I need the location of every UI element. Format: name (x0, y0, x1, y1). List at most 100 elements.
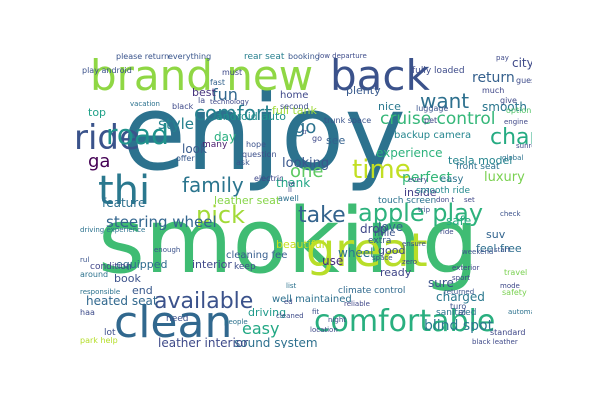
word-lot: lot (104, 328, 116, 338)
word-safety: safety (502, 288, 527, 297)
word-reliable: reliable (344, 300, 370, 308)
word-road: road (106, 118, 169, 151)
word-rul: rul (80, 256, 90, 264)
word-see: see (326, 134, 346, 147)
word-second: second (280, 102, 309, 111)
word-touch-screen: touch screen (378, 196, 437, 206)
word-give: give (500, 96, 517, 105)
word-back: back (330, 51, 430, 100)
word-clean: clean (114, 297, 233, 348)
word-take: take (298, 203, 346, 228)
word-interior: interior (192, 258, 232, 271)
word-easy-2: easy (440, 174, 464, 185)
word-everything: everything (168, 52, 212, 61)
word-blind-spot: blind spot (424, 318, 494, 334)
word-perfect: perfect (402, 170, 452, 186)
word-travel: travel (504, 268, 528, 277)
word-enjoy: enjoy (122, 72, 406, 194)
word-sure: sure (428, 276, 454, 290)
word-easy: easy (242, 319, 280, 338)
word-trunk-space: trunk space (324, 116, 372, 125)
word-must: must (222, 68, 243, 77)
word-sound-system: sound system (234, 336, 318, 348)
word-want: want (420, 89, 470, 113)
word-comfortable: comfortable (314, 304, 496, 339)
word-much: much (482, 86, 505, 95)
word-pet: pet (424, 116, 438, 125)
word-front-seat: front seat (456, 162, 500, 172)
word-drop: drop (360, 222, 388, 236)
word-equipped: equipped (116, 258, 168, 271)
word-low-departure: low departure (318, 52, 367, 60)
word-driving: driving (248, 306, 287, 319)
word-charged: charged (436, 290, 485, 304)
word-smoking: smoking (98, 189, 479, 294)
word-ride: ride (76, 118, 140, 158)
word-day: day (214, 130, 237, 144)
word-many: many (202, 140, 228, 150)
word-leather-interior: leather interior (158, 336, 249, 348)
word-sport: sport (452, 274, 470, 282)
word-heated-seat: heated seat (86, 294, 158, 308)
word-pick: pick (196, 201, 245, 229)
word-ready: ready (380, 266, 412, 279)
word-city: city (512, 56, 532, 70)
word-android-auto: android auto (216, 110, 286, 123)
word-cleaned: cleaned (276, 312, 304, 320)
word-rear-seat: rear seat (244, 52, 285, 62)
word-te: te (288, 180, 296, 188)
word-go: go (294, 117, 317, 138)
word-fit: fit (312, 308, 320, 316)
word-book: book (114, 272, 141, 285)
word-suv: suv (486, 228, 506, 241)
word-weekend: weekend (462, 248, 494, 256)
word-thank: thank (276, 176, 311, 190)
word-experience: experience (376, 146, 443, 160)
word-awell: awell (278, 194, 299, 203)
word-set: set (464, 196, 475, 204)
word-looking: looking (282, 156, 330, 171)
word-offer: offer (176, 154, 195, 163)
word-luggage: luggage (416, 104, 449, 113)
word-around: around (80, 270, 109, 279)
word-top: top (88, 106, 107, 119)
word-full-tank: full tank (272, 104, 317, 117)
word-la: la (198, 96, 206, 105)
word-return: return (472, 70, 515, 86)
word-love: love (378, 220, 404, 234)
word-time: time (352, 155, 411, 185)
word-every: every (408, 176, 428, 184)
word-extra: extra (368, 236, 392, 246)
word-trip: trip (418, 206, 431, 214)
word-plenty: plenty (346, 84, 381, 97)
word-comfort: comfort (194, 101, 273, 125)
word-charge: charge (490, 125, 532, 150)
word-space: space (372, 254, 393, 262)
word-style: style (158, 115, 194, 133)
word-wheel: wheel (338, 246, 374, 260)
word-home: home (280, 90, 309, 101)
word-play-android: play android (82, 66, 132, 75)
word-option: option (506, 106, 532, 115)
word-black-leather: black leather (472, 338, 518, 346)
word-park-help: park help (80, 336, 118, 345)
word-black: black (172, 102, 194, 111)
word-smooth-ride: smooth ride (416, 186, 471, 196)
word-turo: turo (450, 302, 467, 311)
word-leather-seat: leather seat (214, 194, 281, 207)
word-mode: mode (500, 282, 520, 290)
word-pay: pay (496, 54, 509, 62)
word-safe: safe (446, 214, 472, 228)
word-use: use (322, 254, 344, 268)
word-available: available (154, 289, 254, 314)
word-zero: zero (402, 258, 417, 266)
word-smooth: smooth (482, 100, 527, 114)
word-please-return: please return (116, 52, 170, 61)
word-guest: guest (516, 76, 532, 85)
word-hope: hope (246, 140, 266, 149)
word-booking: booking (288, 52, 320, 61)
word-technology: technology (210, 98, 249, 106)
word-automatic-transmission: automatic transmission (508, 308, 532, 316)
word-returned: returned (444, 288, 475, 296)
word-cruise-control: cruise control (380, 109, 496, 129)
